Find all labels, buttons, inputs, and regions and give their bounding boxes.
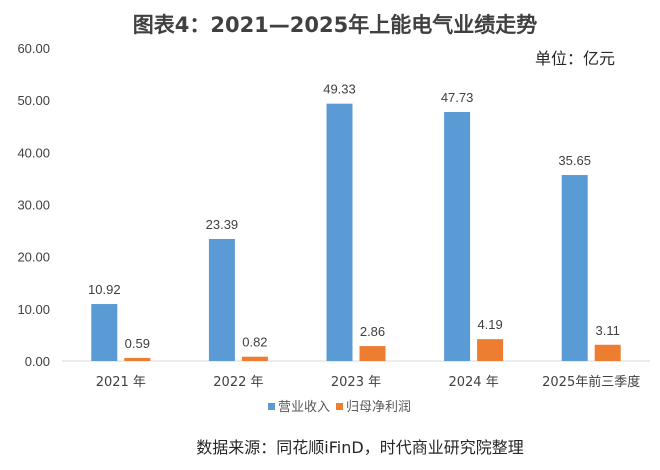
data-label: 0.59: [125, 336, 150, 351]
y-tick-label: 30.00: [17, 198, 50, 213]
y-tick-label: 60.00: [17, 41, 50, 56]
net-profit-bar: [359, 346, 386, 361]
x-category-label: 2025年前三季度: [542, 374, 640, 390]
unit-label: 单位：亿元: [535, 49, 615, 68]
data-label: 2.86: [360, 324, 385, 339]
net-profit-bar: [124, 357, 151, 361]
legend-swatch: [336, 403, 343, 410]
y-tick-label: 40.00: [17, 145, 50, 160]
data-label: 35.65: [558, 153, 591, 168]
legend-swatch: [268, 403, 275, 410]
legend-label: 归母净利润: [346, 400, 411, 415]
data-label: 10.92: [88, 282, 121, 297]
legend-label: 营业收入: [278, 400, 330, 415]
x-category-label: 2024 年: [448, 375, 498, 390]
net-profit-bar: [241, 356, 268, 361]
data-label: 49.33: [323, 82, 356, 97]
data-label: 4.19: [477, 317, 502, 332]
data-label: 47.73: [441, 90, 474, 105]
net-profit-bar: [594, 344, 621, 361]
source-note: 数据来源：同花顺iFinD，时代商业研究院整理: [196, 438, 523, 457]
net-profit-bar: [477, 339, 504, 361]
revenue-bar: [91, 304, 118, 361]
y-tick-label: 0.00: [25, 354, 50, 369]
y-tick-label: 20.00: [17, 250, 50, 265]
data-label: 3.11: [596, 323, 620, 338]
data-label: 23.39: [206, 217, 239, 232]
revenue-bar: [326, 103, 353, 361]
data-label: 0.82: [242, 335, 267, 350]
x-category-label: 2023 年: [331, 375, 381, 390]
revenue-bar: [208, 238, 235, 361]
x-category-label: 2021 年: [96, 375, 146, 390]
x-category-label: 2022 年: [213, 375, 263, 390]
y-tick-label: 50.00: [17, 93, 50, 108]
y-tick-label: 10.00: [17, 302, 50, 317]
chart-title: 图表4：2021—2025年上能电气业绩走势: [133, 13, 538, 37]
revenue-bar: [444, 112, 471, 361]
revenue-bar: [561, 175, 588, 361]
